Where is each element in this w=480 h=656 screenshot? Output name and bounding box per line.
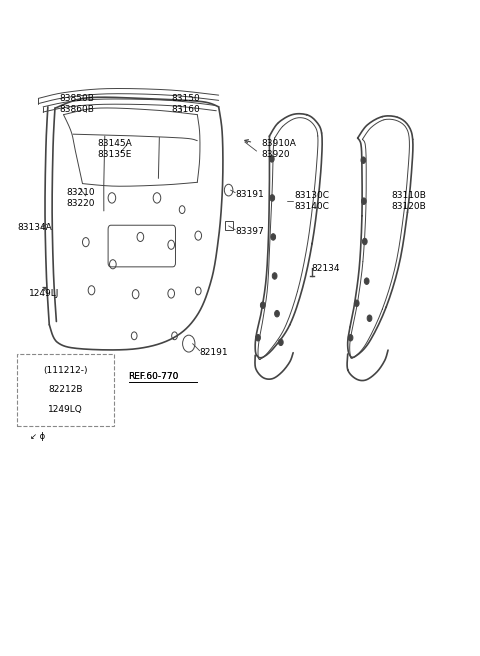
Text: 83145A
83135E: 83145A 83135E (97, 139, 132, 159)
Text: 83850B
83860B: 83850B 83860B (59, 94, 94, 113)
Text: 83397: 83397 (235, 227, 264, 236)
Text: 83150
83160: 83150 83160 (171, 94, 200, 113)
Text: 1249LJ: 1249LJ (29, 289, 59, 298)
Text: 82212B: 82212B (48, 385, 83, 394)
Text: 83910A
83920: 83910A 83920 (261, 139, 296, 159)
Circle shape (275, 310, 279, 317)
Text: 82134: 82134 (311, 264, 340, 273)
Text: 82191: 82191 (200, 348, 228, 358)
Circle shape (270, 195, 275, 201)
Text: REF.60-770: REF.60-770 (129, 373, 179, 381)
Circle shape (272, 273, 277, 279)
Circle shape (278, 339, 283, 346)
Text: 83130C
83140C: 83130C 83140C (295, 191, 330, 211)
Circle shape (256, 335, 261, 341)
Text: ↙ ϕ: ↙ ϕ (30, 432, 45, 441)
Text: 83191: 83191 (235, 190, 264, 199)
Circle shape (348, 335, 353, 341)
Circle shape (354, 300, 359, 306)
Text: 1249LQ: 1249LQ (48, 405, 83, 414)
Circle shape (269, 155, 274, 162)
Text: REF.60-770: REF.60-770 (129, 373, 179, 381)
Circle shape (362, 238, 367, 245)
Text: 83210
83220: 83210 83220 (67, 188, 96, 208)
Text: 83110B
83120B: 83110B 83120B (392, 191, 427, 211)
Circle shape (261, 302, 265, 308)
Text: 83134A: 83134A (17, 222, 52, 232)
Circle shape (271, 234, 276, 240)
Text: (111212-): (111212-) (43, 366, 88, 375)
Circle shape (361, 198, 366, 205)
Circle shape (361, 157, 366, 163)
Circle shape (364, 278, 369, 285)
Circle shape (367, 315, 372, 321)
